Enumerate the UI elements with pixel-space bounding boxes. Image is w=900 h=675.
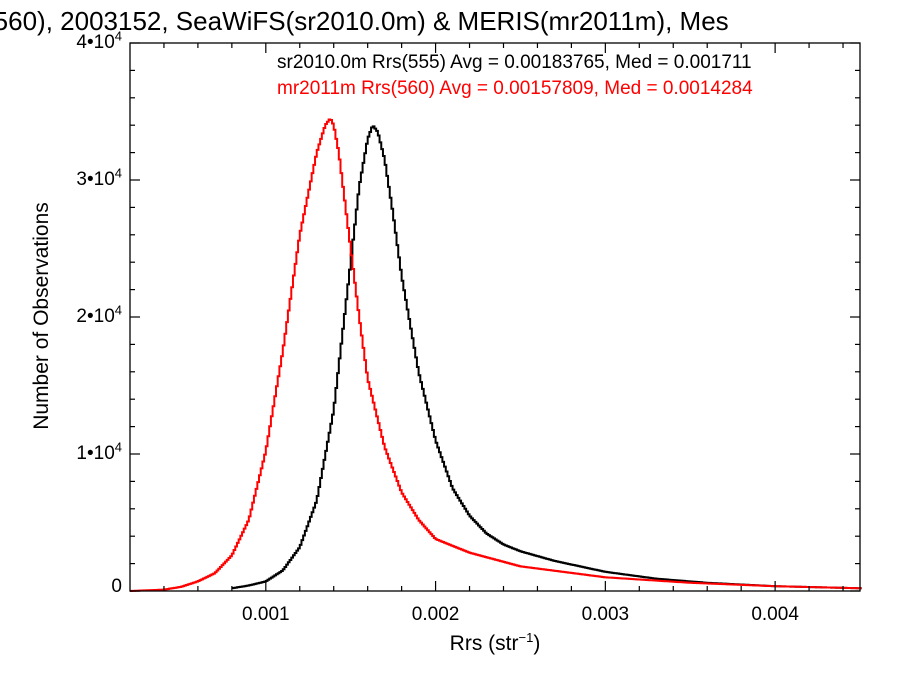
y-tick-label-mantissa: 1•10: [76, 443, 115, 464]
x-tick-label: 0.004: [751, 604, 799, 625]
y-tick-label-exponent: 4: [114, 302, 122, 318]
x-axis-label-exponent: −1: [518, 630, 534, 645]
y-axis-label: Number of Observations: [30, 202, 53, 430]
y-tick-label: 3•104: [76, 165, 122, 191]
y-tick-label: 1•104: [76, 439, 122, 465]
legend-entry-seawifs: sr2010.0m Rrs(555) Avg = 0.00183765, Med…: [277, 52, 752, 73]
x-tick-label: 0.003: [581, 604, 630, 625]
x-tick-label: 0.001: [242, 604, 290, 625]
y-tick-label: 4•104: [76, 28, 122, 54]
y-tick-label: 0: [111, 576, 122, 598]
y-tick-label-exponent: 4: [114, 439, 122, 455]
y-tick-label-mantissa: 2•10: [76, 306, 115, 327]
y-tick-label: 2•104: [76, 302, 122, 328]
chart-title: s(560), 2003152, SeaWiFS(sr2010.0m) & ME…: [0, 6, 729, 36]
y-tick-label-exponent: 4: [114, 28, 122, 44]
y-tick-label-mantissa: 4•10: [76, 32, 115, 53]
series-line-0: [231, 125, 862, 590]
tick-layer: [130, 42, 860, 592]
y-tick-label-mantissa: 0: [111, 576, 122, 597]
plot-frame: [129, 42, 861, 592]
series-layer: [130, 118, 862, 592]
x-axis-label-text: Rrs (str: [449, 632, 519, 655]
x-axis-label: Rrs (str−1): [449, 630, 541, 656]
x-tick-label: 0.002: [411, 604, 460, 625]
series-line-1: [130, 118, 862, 592]
x-axis-label-close: ): [533, 632, 541, 655]
y-tick-label-mantissa: 3•10: [76, 169, 115, 190]
legend-entry-meris: mr2011m Rrs(560) Avg = 0.00157809, Med =…: [277, 78, 753, 99]
y-tick-label-exponent: 4: [114, 165, 122, 181]
